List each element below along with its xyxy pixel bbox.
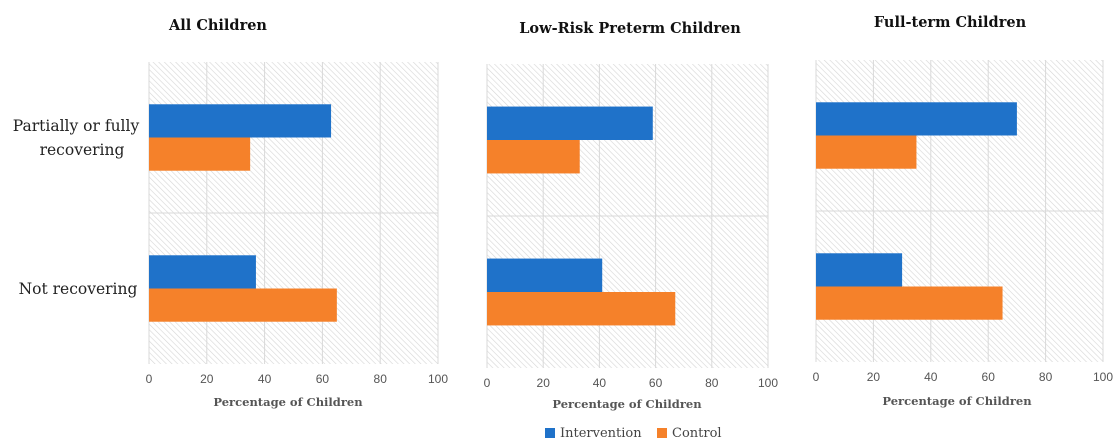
- x-tick-label: 0: [484, 376, 491, 390]
- x-tick-label: 0: [146, 372, 153, 386]
- legend: Intervention Control: [545, 426, 722, 441]
- x-tick-label: 80: [705, 376, 719, 390]
- bars: [816, 102, 1017, 320]
- bar-control-not-recovering: [487, 292, 676, 326]
- x-tick-label: 40: [924, 370, 938, 384]
- x-ticks: 0 20 40 60 80 100: [813, 370, 1114, 384]
- chart-title: All Children: [168, 17, 267, 34]
- bar-control-partially-recovering: [816, 135, 917, 169]
- x-tick-label: 100: [428, 372, 448, 386]
- x-tick-label: 20: [867, 370, 881, 384]
- bar-intervention-not-recovering: [816, 253, 903, 287]
- bar-control-partially-recovering: [487, 140, 580, 174]
- chart-title: Full-term Children: [874, 14, 1027, 31]
- bar-intervention-partially-recovering: [149, 104, 332, 138]
- chart-title: Low-Risk Preterm Children: [519, 20, 741, 37]
- category-label-partially-recovering: Partially or fully: [13, 117, 140, 135]
- x-tick-label: 100: [1093, 370, 1113, 384]
- x-axis-label: Percentage of Children: [882, 394, 1032, 408]
- x-tick-label: 0: [813, 370, 820, 384]
- x-tick-label: 60: [982, 370, 996, 384]
- x-tick-label: 40: [258, 372, 272, 386]
- x-tick-label: 100: [758, 376, 778, 390]
- category-labels: Partially or fully recovering Not recove…: [13, 117, 140, 298]
- bar-intervention-not-recovering: [149, 255, 256, 289]
- x-tick-label: 60: [316, 372, 330, 386]
- bar-intervention-not-recovering: [487, 258, 603, 292]
- x-ticks: 0 20 40 60 80 100: [484, 376, 779, 390]
- x-tick-label: 40: [593, 376, 607, 390]
- legend-swatch-control: [657, 428, 667, 438]
- legend-label-control: Control: [672, 426, 722, 441]
- bars: [487, 106, 676, 326]
- category-label-not-recovering: Not recovering: [19, 280, 138, 298]
- bar-control-not-recovering: [149, 288, 337, 322]
- bar-intervention-partially-recovering: [816, 102, 1017, 136]
- panel-full-term-children: Full-term Children 0 20 40 60 80 100 Percenta…: [813, 14, 1114, 408]
- category-label-recovering: recovering: [40, 141, 125, 159]
- x-tick-label: 60: [649, 376, 663, 390]
- bar-intervention-partially-recovering: [487, 106, 653, 140]
- bar-control-partially-recovering: [149, 137, 251, 171]
- x-tick-label: 20: [200, 372, 214, 386]
- legend-label-intervention: Intervention: [560, 426, 642, 441]
- x-axis-label: Percentage of Children: [552, 397, 702, 411]
- bar-control-not-recovering: [816, 286, 1003, 320]
- x-tick-label: 20: [537, 376, 551, 390]
- x-tick-label: 80: [374, 372, 388, 386]
- bars: [149, 104, 337, 322]
- panel-all-children: All Children 0 20 40 60 80 100 Percentage of …: [146, 17, 449, 409]
- x-ticks: 0 20 40 60 80 100: [146, 372, 449, 386]
- legend-swatch-intervention: [545, 428, 555, 438]
- x-axis-label: Percentage of Children: [213, 395, 363, 409]
- x-tick-label: 80: [1039, 370, 1053, 384]
- panel-low-risk-preterm-children: Low-Risk Preterm Children 0 20 40 60 80 100 P…: [484, 20, 779, 411]
